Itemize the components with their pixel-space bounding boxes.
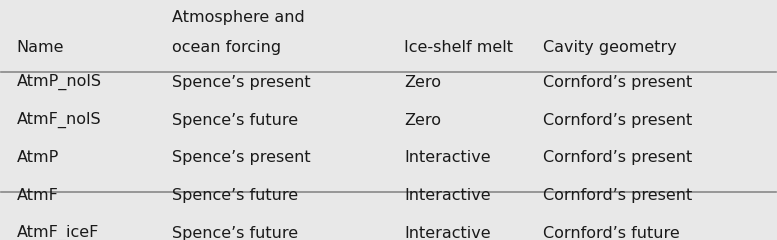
Text: Spence’s present: Spence’s present (172, 150, 310, 165)
Text: AtmF_iceF: AtmF_iceF (17, 224, 99, 240)
Text: Spence’s future: Spence’s future (172, 113, 298, 128)
Text: Cornford’s present: Cornford’s present (543, 75, 692, 90)
Text: Cornford’s present: Cornford’s present (543, 188, 692, 203)
Text: Zero: Zero (404, 75, 441, 90)
Text: Ice-shelf melt: Ice-shelf melt (404, 40, 513, 55)
Text: AtmP: AtmP (17, 150, 59, 165)
Text: Atmosphere and: Atmosphere and (172, 10, 305, 24)
Text: Interactive: Interactive (404, 150, 490, 165)
Text: Cavity geometry: Cavity geometry (543, 40, 677, 55)
Text: Name: Name (17, 40, 64, 55)
Text: Interactive: Interactive (404, 188, 490, 203)
Text: Spence’s future: Spence’s future (172, 226, 298, 240)
Text: Cornford’s future: Cornford’s future (543, 226, 680, 240)
Text: Cornford’s present: Cornford’s present (543, 113, 692, 128)
Text: ocean forcing: ocean forcing (172, 40, 280, 55)
Text: Spence’s present: Spence’s present (172, 75, 310, 90)
Text: Cornford’s present: Cornford’s present (543, 150, 692, 165)
Text: AtmF_nolS: AtmF_nolS (17, 112, 102, 128)
Text: Spence’s future: Spence’s future (172, 188, 298, 203)
Text: Interactive: Interactive (404, 226, 490, 240)
Text: AtmP_nolS: AtmP_nolS (17, 74, 102, 90)
Text: AtmF: AtmF (17, 188, 59, 203)
Text: Zero: Zero (404, 113, 441, 128)
